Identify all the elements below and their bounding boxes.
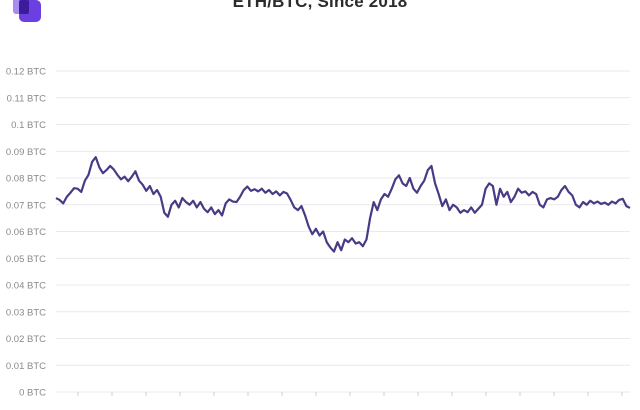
x-axis-ticks [77, 392, 623, 396]
y-tick-label: 0.01 BTC [6, 361, 46, 372]
y-axis-ticks: 0.12 BTC 0.11 BTC 0.1 BTC 0.09 BTC 0.08 BTC 0… [6, 67, 46, 399]
y-tick-label: 0.09 BTC [6, 147, 46, 158]
chart-title: ETH/BTC, Since 2018 [232, 0, 408, 11]
y-tick-label: 0.05 BTC [6, 254, 46, 265]
y-tick-label: 0.12 BTC [6, 67, 46, 78]
brand-logo-icon [13, 0, 41, 22]
y-tick-label: 0.02 BTC [6, 334, 46, 345]
y-tick-label: 0.07 BTC [6, 200, 46, 211]
y-tick-label: 0.03 BTC [6, 307, 46, 318]
grid-layer [56, 70, 630, 393]
y-tick-label: 0.08 BTC [6, 174, 46, 185]
series-line-eth-btc [55, 156, 631, 253]
y-tick-label: 0.1 BTC [11, 120, 46, 131]
y-tick-label: 0.11 BTC [7, 93, 47, 104]
y-tick-label: 0.06 BTC [6, 227, 46, 238]
y-tick-label: 0 BTC [19, 388, 46, 399]
y-tick-label: 0.04 BTC [6, 281, 46, 292]
logo-block-dark [19, 0, 29, 14]
